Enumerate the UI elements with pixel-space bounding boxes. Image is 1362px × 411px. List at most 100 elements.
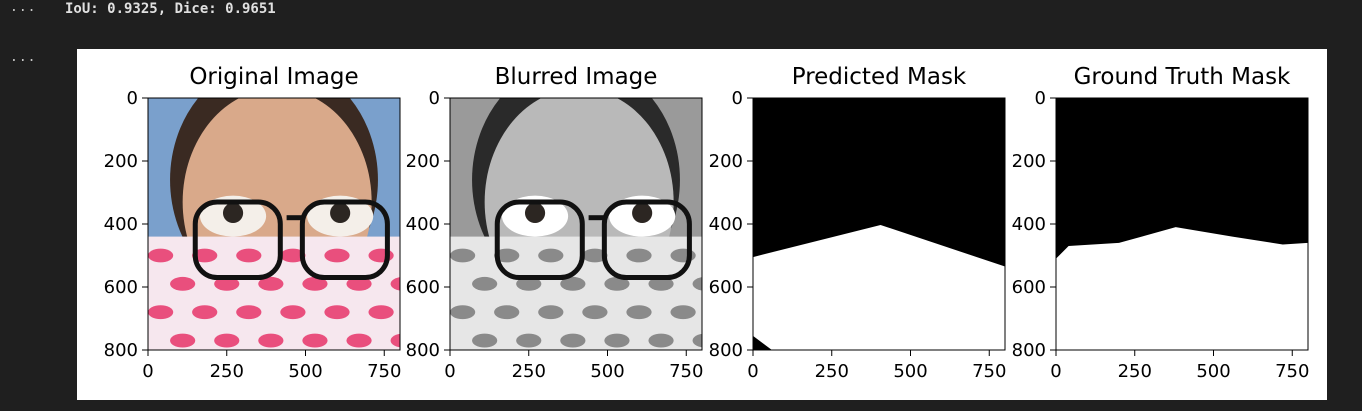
x-tick-label: 750 bbox=[669, 361, 703, 382]
lip-print-shape bbox=[450, 248, 476, 263]
grayscale-photo-icon bbox=[450, 98, 702, 350]
y-tick-label: 800 bbox=[709, 340, 743, 361]
lip-print-shape bbox=[390, 277, 400, 291]
panel-original: Original Image 0 250 500 750 0 200 400 600 800 bbox=[104, 64, 402, 382]
lip-print-shape bbox=[582, 248, 608, 263]
cell-gutter-ellipsis[interactable]: ... bbox=[10, 0, 37, 15]
face-mask-shape bbox=[450, 236, 702, 350]
lip-print-shape bbox=[538, 248, 564, 263]
y-tick-label: 800 bbox=[1012, 340, 1046, 361]
face-mask-shape bbox=[148, 236, 400, 350]
lip-print-shape bbox=[560, 276, 586, 291]
x-tick-label: 250 bbox=[512, 361, 546, 382]
lip-print-shape bbox=[258, 276, 284, 291]
lip-print-shape bbox=[516, 333, 542, 348]
lip-print-shape bbox=[368, 248, 394, 263]
x-tick-label: 500 bbox=[590, 361, 624, 382]
y-tick-label: 0 bbox=[127, 88, 138, 109]
lip-print-shape bbox=[324, 248, 350, 263]
lip-print-shape bbox=[192, 248, 218, 263]
lip-print-shape bbox=[670, 248, 696, 263]
y-tick-label: 200 bbox=[1012, 151, 1046, 172]
binary-mask bbox=[1056, 98, 1308, 350]
x-tick-label: 750 bbox=[367, 361, 401, 382]
panel-ground-truth: Ground Truth Mask 0 250 500 750 0 200 400 600 800 bbox=[1012, 64, 1310, 382]
color-photo-icon bbox=[148, 98, 400, 350]
lip-print-shape bbox=[214, 333, 240, 348]
lip-print-shape bbox=[450, 305, 476, 320]
x-tick-label: 0 bbox=[142, 361, 153, 382]
lip-print-shape bbox=[302, 333, 328, 348]
pupil-left bbox=[222, 202, 244, 224]
y-tick-label: 0 bbox=[429, 88, 440, 109]
lip-print-shape bbox=[368, 305, 394, 320]
pupil-right bbox=[330, 202, 351, 224]
x-tick-label: 0 bbox=[747, 361, 758, 382]
mask-foreground bbox=[753, 224, 1005, 350]
panel-title: Original Image bbox=[189, 64, 358, 90]
lip-print-shape bbox=[390, 333, 400, 348]
x-tick-label: 750 bbox=[1275, 361, 1309, 382]
lip-print-shape bbox=[236, 248, 262, 263]
y-tick-label: 400 bbox=[1012, 214, 1046, 235]
lip-print-shape bbox=[472, 276, 498, 291]
lip-print-shape bbox=[494, 305, 520, 320]
metrics-output: IoU: 0.9325, Dice: 0.9651 bbox=[65, 1, 276, 17]
y-tick-label: 400 bbox=[104, 214, 138, 235]
panel-title: Ground Truth Mask bbox=[1074, 64, 1291, 90]
lip-print-shape bbox=[560, 333, 586, 348]
lip-print-shape bbox=[170, 333, 196, 348]
y-tick-label: 400 bbox=[709, 214, 743, 235]
lip-print-shape bbox=[170, 276, 196, 291]
panel-title: Blurred Image bbox=[495, 64, 658, 90]
lip-print-shape bbox=[648, 276, 674, 291]
y-tick-label: 200 bbox=[709, 151, 743, 172]
binary-mask bbox=[753, 98, 1005, 350]
pupil-left bbox=[524, 202, 546, 224]
lip-print-shape bbox=[648, 333, 674, 348]
lip-print-shape bbox=[236, 305, 262, 320]
y-tick-label: 600 bbox=[406, 277, 440, 298]
lip-print-shape bbox=[582, 305, 608, 320]
y-tick-label: 200 bbox=[406, 151, 440, 172]
mask-foreground bbox=[1056, 227, 1308, 350]
y-tick-label: 800 bbox=[104, 340, 138, 361]
lip-print-shape bbox=[516, 276, 542, 291]
x-tick-label: 0 bbox=[444, 361, 455, 382]
lip-print-shape bbox=[192, 305, 218, 320]
lip-print-shape bbox=[148, 248, 174, 263]
y-tick-label: 400 bbox=[406, 214, 440, 235]
glasses-lens-left bbox=[494, 199, 585, 281]
lip-print-shape bbox=[494, 248, 520, 263]
panel-title: Predicted Mask bbox=[792, 64, 967, 90]
output-gutter-ellipsis[interactable]: ... bbox=[10, 50, 37, 65]
y-tick-label: 0 bbox=[1035, 88, 1046, 109]
x-tick-label: 500 bbox=[893, 361, 927, 382]
panel-predicted: Predicted Mask 0 250 500 750 0 200 400 600 800 bbox=[709, 64, 1007, 382]
y-tick-label: 600 bbox=[1012, 277, 1046, 298]
y-tick-label: 600 bbox=[104, 277, 138, 298]
lip-print-shape bbox=[472, 333, 498, 348]
lip-print-shape bbox=[670, 305, 696, 320]
lip-print-shape bbox=[302, 276, 328, 291]
x-tick-label: 750 bbox=[972, 361, 1006, 382]
x-tick-label: 250 bbox=[1118, 361, 1152, 382]
lip-print-shape bbox=[604, 333, 630, 348]
lip-print-shape bbox=[692, 333, 702, 348]
glasses-lens-left bbox=[192, 199, 283, 281]
lip-print-shape bbox=[346, 333, 372, 348]
glasses-lens-right bbox=[601, 199, 692, 281]
mask-corner-blob bbox=[753, 335, 772, 350]
lip-print-shape bbox=[626, 305, 652, 320]
y-tick-label: 800 bbox=[406, 340, 440, 361]
lip-print-shape bbox=[214, 276, 240, 291]
lip-print-shape bbox=[692, 277, 702, 291]
lip-print-shape bbox=[626, 248, 652, 263]
lip-print-shape bbox=[324, 305, 350, 320]
panel-blurred: Blurred Image 0 250 500 750 0 200 400 600 800 bbox=[406, 64, 704, 382]
x-tick-label: 0 bbox=[1050, 361, 1061, 382]
matplotlib-figure: Original Image 0 250 500 750 0 200 400 600 800 Blu… bbox=[77, 49, 1327, 400]
lip-print-shape bbox=[604, 276, 630, 291]
lip-print-shape bbox=[148, 305, 174, 320]
y-tick-label: 600 bbox=[709, 277, 743, 298]
